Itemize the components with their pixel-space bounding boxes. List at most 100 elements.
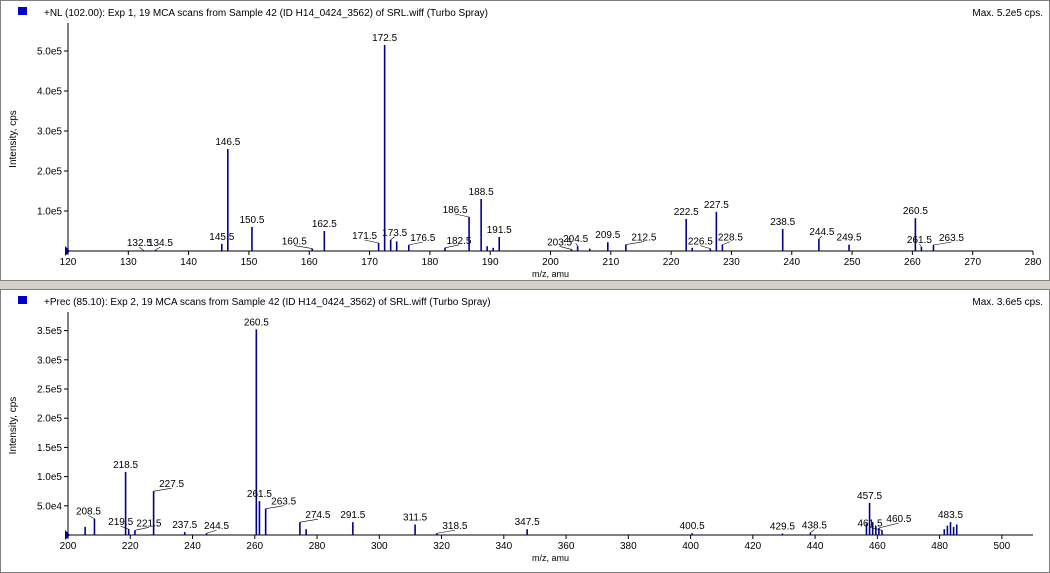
peak-label: 160.5 <box>282 237 307 248</box>
panel-divider[interactable] <box>0 281 1050 289</box>
peak-label-leader <box>299 518 318 523</box>
spectrum-chart-1: +NL (102.00): Exp 1, 19 MCA scans from S… <box>8 7 1043 279</box>
y-tick-label: 5.0e5 <box>37 47 62 58</box>
peak-label: 176.5 <box>410 233 435 244</box>
peak-label-leader <box>559 246 572 250</box>
x-tick-label: 300 <box>371 541 388 552</box>
peak-label: 429.5 <box>770 522 795 533</box>
peak-label-leader <box>294 245 313 249</box>
peak-label-leader <box>700 245 711 249</box>
peak-label: 249.5 <box>837 233 862 244</box>
x-tick-label: 200 <box>60 541 77 552</box>
peak-label-leader <box>575 243 578 247</box>
peak-label: 347.5 <box>515 517 540 528</box>
legend-marker <box>18 7 27 15</box>
peak-label: 150.5 <box>239 215 264 226</box>
x-tick-label: 320 <box>433 541 450 552</box>
max-intensity-label: Max. 5.2e5 cps. <box>972 8 1043 19</box>
peak-label: 238.5 <box>770 217 795 228</box>
y-tick-label: 5.0e4 <box>37 501 62 512</box>
peak-label-leader <box>869 527 883 531</box>
peak-label: 222.5 <box>674 207 699 218</box>
peak-label-leader <box>120 525 129 530</box>
x-tick-label: 180 <box>422 257 439 268</box>
peak-label: 261.5 <box>247 489 272 500</box>
x-tick-label: 420 <box>744 541 761 552</box>
peak-label: 318.5 <box>442 521 467 532</box>
x-axis-label: m/z, amu <box>532 269 569 279</box>
x-tick-label: 500 <box>994 541 1011 552</box>
y-axis-label: Intensity, cps <box>8 397 19 455</box>
peak-label: 226.5 <box>688 237 713 248</box>
x-tick-label: 260 <box>246 541 263 552</box>
peak-label: 172.5 <box>372 33 397 44</box>
max-intensity-label: Max. 3.6e5 cps. <box>972 297 1043 308</box>
legend-marker <box>18 296 27 304</box>
x-tick-label: 240 <box>783 257 800 268</box>
x-tick-label: 480 <box>931 541 948 552</box>
peak-label-leader <box>88 515 95 519</box>
peak-label-leader <box>139 246 144 251</box>
x-tick-label: 210 <box>602 257 619 268</box>
peak-label: 191.5 <box>487 225 512 236</box>
peak-label-leader <box>408 241 423 246</box>
x-tick-label: 340 <box>495 541 512 552</box>
peak-label: 311.5 <box>403 512 428 523</box>
peak-label-leader <box>444 244 460 249</box>
peak-label: 228.5 <box>718 233 743 244</box>
peak-label: 208.5 <box>76 507 101 518</box>
x-tick-label: 280 <box>1025 257 1042 268</box>
y-tick-label: 3.5e5 <box>37 326 62 337</box>
peak-label: 291.5 <box>340 510 365 521</box>
peak-label: 260.5 <box>244 317 269 328</box>
chart-title: +Prec (85.10): Exp 2, 19 MCA scans from … <box>44 297 491 308</box>
peak-label: 260.5 <box>903 206 928 217</box>
x-tick-label: 200 <box>542 257 559 268</box>
peak-label-leader <box>390 236 395 241</box>
x-tick-label: 250 <box>844 257 861 268</box>
x-tick-label: 460 <box>869 541 886 552</box>
x-tick-label: 360 <box>558 541 575 552</box>
peak-label: 221.5 <box>136 518 161 529</box>
y-tick-label: 1.0e5 <box>37 472 62 483</box>
peak-label: 460.5 <box>886 514 911 525</box>
x-tick-label: 280 <box>309 541 326 552</box>
y-axis-label: Intensity, cps <box>8 110 19 168</box>
peak-label-leader <box>364 239 379 244</box>
peak-label-leader <box>206 529 217 534</box>
peak-label: 261.5 <box>907 235 932 246</box>
peak-label: 146.5 <box>215 137 240 148</box>
spectrum-panel-2[interactable]: +Prec (85.10): Exp 2, 19 MCA scans from … <box>0 289 1050 573</box>
peak-label: 218.5 <box>113 460 138 471</box>
x-tick-label: 130 <box>120 257 137 268</box>
peak-label-leader <box>455 213 470 218</box>
peak-label: 461.5 <box>858 518 883 529</box>
peak-label-leader <box>878 522 899 529</box>
chart-title: +NL (102.00): Exp 1, 19 MCA scans from S… <box>44 8 488 19</box>
spectrum-chart-2: +Prec (85.10): Exp 2, 19 MCA scans from … <box>8 296 1043 563</box>
peak-label: 263.5 <box>939 233 964 244</box>
x-tick-label: 120 <box>60 257 77 268</box>
peak-label: 203.5 <box>547 237 572 248</box>
peak-label-leader <box>155 246 161 251</box>
peak-label: 457.5 <box>857 491 882 502</box>
peak-label: 244.5 <box>809 227 834 238</box>
spectrum-panel-1[interactable]: +NL (102.00): Exp 1, 19 MCA scans from S… <box>0 0 1050 281</box>
y-tick-label: 3.0e5 <box>37 355 62 366</box>
peak-label-leader <box>933 241 952 246</box>
peak-label: 132.5 <box>127 238 152 249</box>
peak-label: 244.5 <box>204 521 229 532</box>
x-tick-label: 140 <box>180 257 197 268</box>
y-tick-label: 2.5e5 <box>37 385 62 396</box>
peak-label: 182.5 <box>446 236 471 247</box>
x-axis-label: m/z, amu <box>532 553 569 563</box>
x-tick-label: 260 <box>904 257 921 268</box>
x-tick-label: 170 <box>361 257 378 268</box>
y-tick-label: 1.0e5 <box>37 207 62 218</box>
y-tick-label: 2.0e5 <box>37 414 62 425</box>
x-tick-label: 220 <box>663 257 680 268</box>
x-tick-label: 240 <box>184 541 201 552</box>
y-tick-label: 3.0e5 <box>37 127 62 138</box>
peak-label: 227.5 <box>704 200 729 211</box>
x-tick-label: 440 <box>807 541 824 552</box>
